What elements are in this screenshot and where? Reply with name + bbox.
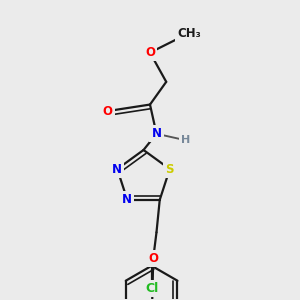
Text: O: O (148, 252, 158, 265)
Text: H: H (181, 135, 190, 145)
Text: Cl: Cl (145, 282, 158, 295)
Text: CH₃: CH₃ (177, 27, 201, 40)
Text: O: O (103, 105, 113, 118)
Text: O: O (145, 46, 155, 59)
Text: S: S (166, 163, 174, 176)
Text: N: N (122, 194, 132, 206)
Text: N: N (112, 163, 122, 176)
Text: N: N (152, 127, 161, 140)
